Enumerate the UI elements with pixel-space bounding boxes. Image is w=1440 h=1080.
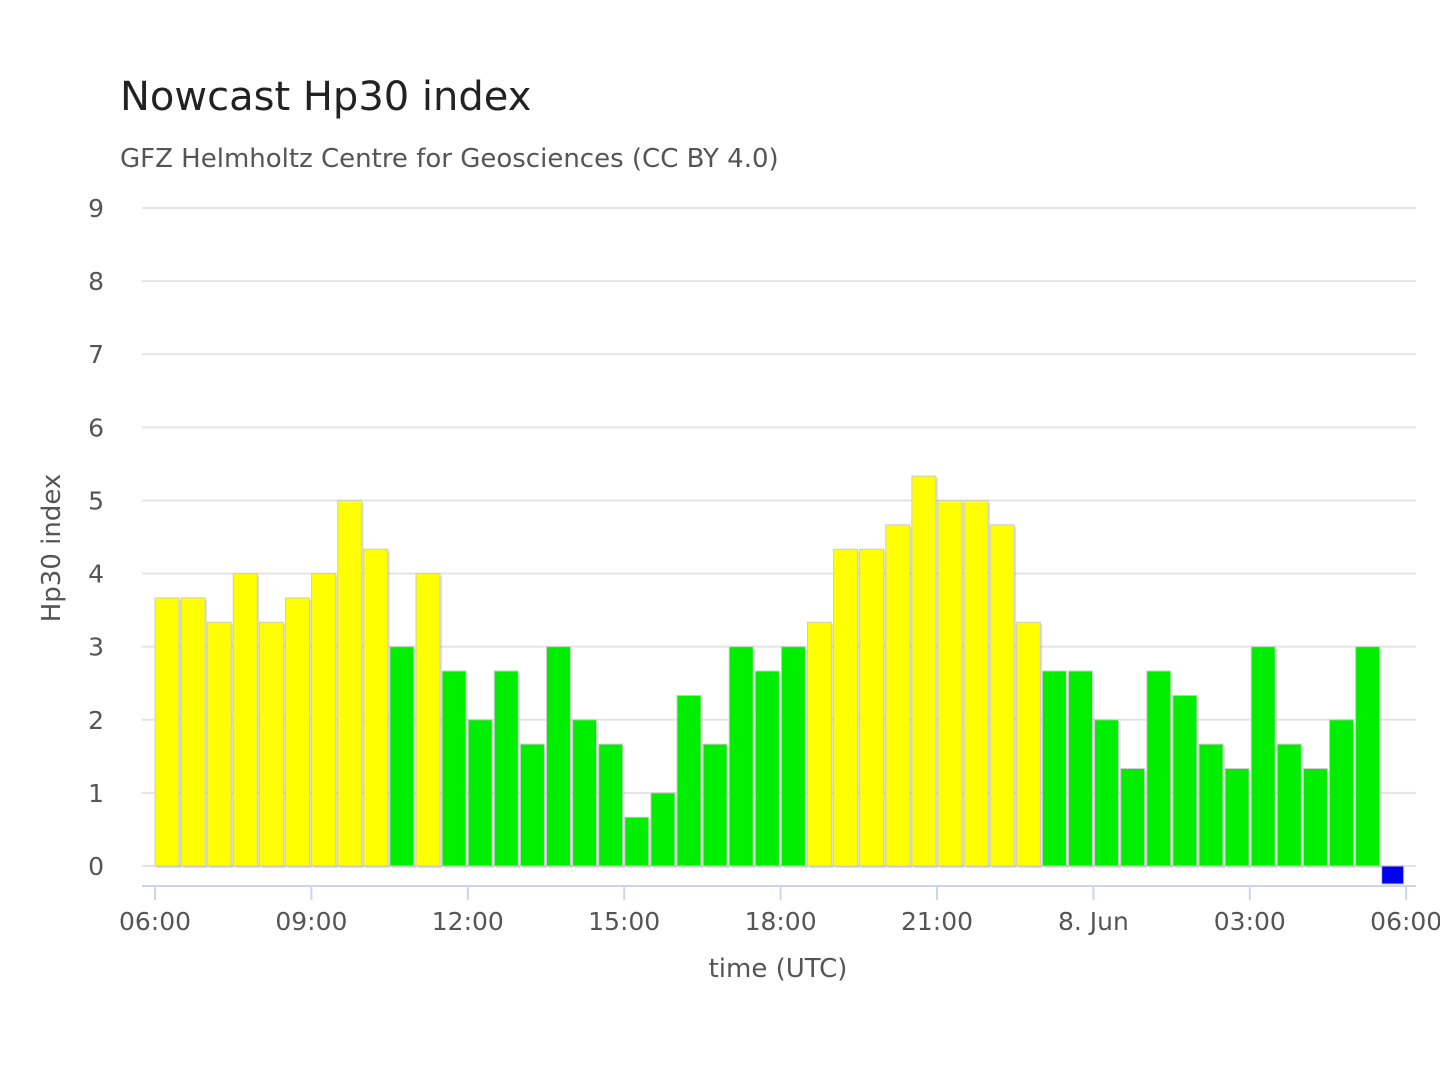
bar[interactable] (833, 548, 859, 867)
bar[interactable] (885, 524, 911, 867)
bar[interactable] (807, 621, 832, 867)
y-tick-label: 9 (88, 194, 104, 223)
bar[interactable] (676, 694, 702, 867)
bar[interactable] (180, 597, 206, 867)
bar[interactable] (206, 621, 232, 867)
x-tick-label: 8. Jun (1058, 907, 1129, 936)
y-tick-label: 2 (88, 706, 104, 735)
y-tick-label: 7 (88, 340, 104, 369)
bar[interactable] (1329, 719, 1354, 867)
y-tick-label: 3 (88, 633, 104, 662)
bar[interactable] (1146, 670, 1172, 867)
bar[interactable] (1302, 768, 1328, 867)
chart-subtitle: GFZ Helmholtz Centre for Geosciences (CC… (120, 144, 779, 174)
bar[interactable] (441, 670, 467, 867)
bar[interactable] (258, 621, 284, 867)
bar[interactable] (337, 499, 363, 867)
bar[interactable] (1224, 768, 1250, 867)
x-tick-label: 06:00 (1370, 907, 1440, 936)
y-tick-label: 4 (88, 560, 104, 589)
bar[interactable] (285, 597, 310, 867)
x-tick-label: 21:00 (901, 907, 973, 936)
y-tick-label: 0 (88, 852, 104, 881)
x-tick-label: 18:00 (745, 907, 817, 936)
x-tick-label: 15:00 (588, 907, 660, 936)
bar[interactable] (989, 524, 1015, 867)
bar[interactable] (937, 499, 963, 867)
bar[interactable] (963, 499, 989, 867)
bar[interactable] (1094, 719, 1120, 867)
x-tick-label: 12:00 (432, 907, 504, 936)
bar[interactable] (1041, 670, 1067, 867)
y-tick-label: 1 (88, 779, 104, 808)
bar[interactable] (1015, 621, 1041, 867)
bar[interactable] (598, 743, 624, 867)
bar[interactable] (363, 548, 389, 867)
x-axis-title: time (UTC) (709, 954, 848, 984)
bar[interactable] (572, 719, 598, 867)
bar[interactable] (1276, 743, 1302, 867)
bar[interactable] (1250, 646, 1276, 867)
bar[interactable] (154, 597, 180, 867)
x-tick-label: 06:00 (119, 907, 191, 936)
bar[interactable] (859, 548, 885, 867)
y-axis-title: Hp30 index (37, 474, 67, 623)
bar[interactable] (1068, 670, 1093, 867)
y-tick-label: 6 (88, 413, 104, 442)
bar[interactable] (311, 573, 337, 867)
chart-title: Nowcast Hp30 index (120, 74, 532, 120)
bar[interactable] (1120, 768, 1146, 867)
bar[interactable] (467, 719, 493, 867)
bar[interactable] (754, 670, 780, 867)
bar[interactable] (1172, 694, 1198, 867)
bar-nowcast[interactable] (1381, 865, 1405, 885)
bar[interactable] (650, 792, 676, 867)
bar[interactable] (780, 646, 806, 867)
bar[interactable] (519, 743, 545, 867)
bar[interactable] (1355, 646, 1381, 867)
bar[interactable] (624, 816, 650, 867)
bars (154, 475, 1405, 885)
bar[interactable] (232, 573, 258, 867)
bar[interactable] (702, 743, 728, 867)
x-tick-label: 09:00 (275, 907, 347, 936)
x-tick-label: 03:00 (1214, 907, 1286, 936)
bar[interactable] (1198, 743, 1224, 867)
bar[interactable] (415, 573, 441, 867)
bar[interactable] (728, 646, 754, 867)
y-tick-label: 5 (88, 486, 104, 515)
bar[interactable] (911, 475, 937, 867)
axes: 0 1 2 3 4 5 6 7 8 9 06:00 09:00 12:00 15:00 18:00 21:00… (88, 194, 1440, 936)
bar[interactable] (546, 646, 571, 867)
y-tick-label: 8 (88, 267, 104, 296)
bar[interactable] (493, 670, 519, 867)
bar[interactable] (389, 646, 415, 867)
